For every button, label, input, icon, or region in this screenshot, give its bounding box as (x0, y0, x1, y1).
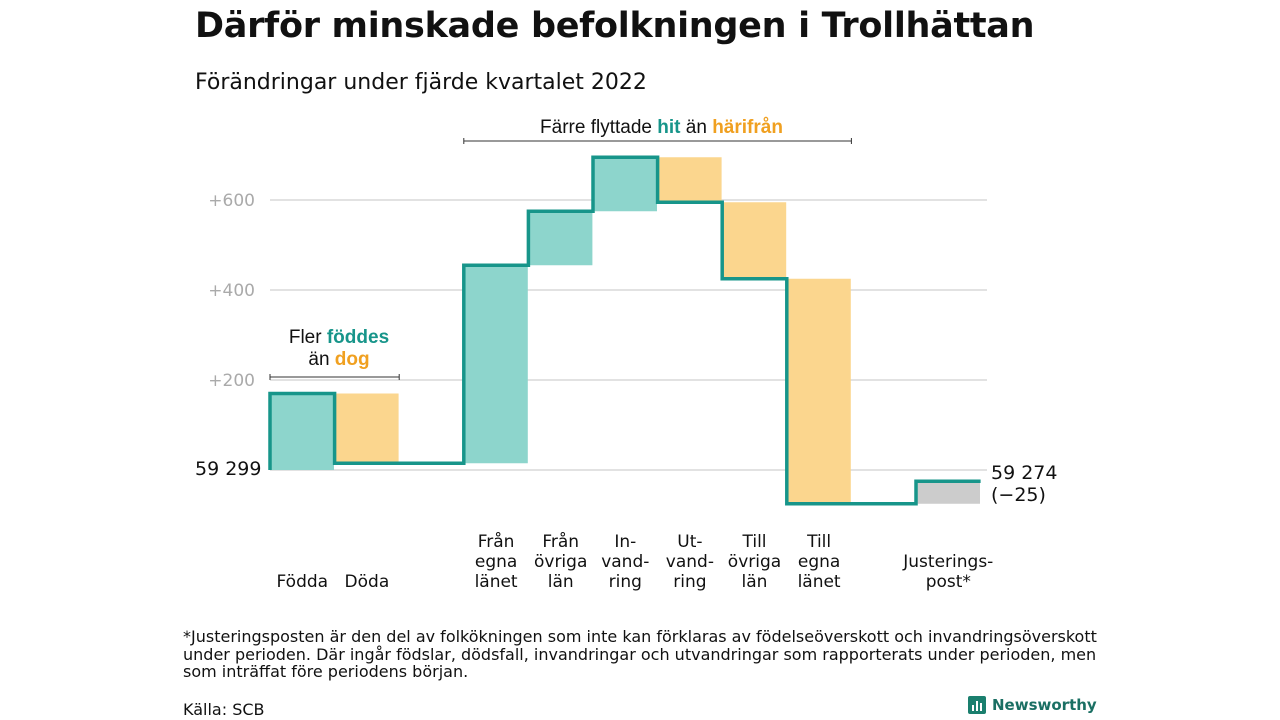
category-label-line: Från (542, 532, 580, 552)
annotation-moves-prefix: Färre flyttade (540, 117, 658, 138)
category-label-line: ring (673, 572, 707, 592)
category-label-line: In- (614, 532, 637, 552)
category-label-line: övriga (727, 552, 782, 572)
category-label: Födda (254, 572, 350, 592)
category-label: Till övriga län (707, 532, 803, 592)
bar-decrease (658, 157, 722, 203)
cumulative-step-line (268, 155, 981, 506)
category-label-line: Döda (344, 572, 390, 592)
category-label-line: länet (474, 572, 518, 592)
chart-subtitle: Förändringar under fjärde kvartalet 2022 (195, 70, 647, 95)
category-label: Från egna länet (448, 532, 544, 592)
bar-decrease (787, 278, 851, 504)
end-change: (−25) (991, 484, 1046, 506)
y-tick-label: +200 (208, 371, 255, 391)
category-label: Till egna länet (771, 532, 867, 592)
category-label: Ut-vand-ring (642, 532, 738, 592)
annotation-births-middle: än (308, 349, 335, 370)
annotation-moves-middle: än (680, 117, 713, 138)
end-value-label: 59 274 (−25) (991, 462, 1057, 506)
category-label-line: Till (742, 532, 767, 552)
bar-adjustment (917, 481, 980, 504)
bar-decrease (335, 393, 399, 464)
category-label-line: vand- (601, 552, 650, 572)
annotation-births-highlight2: dog (334, 349, 370, 370)
annotation-births: Fler föddes än dog (276, 327, 402, 371)
category-label: Från övriga län (513, 532, 609, 592)
bar-increase (464, 265, 528, 464)
brand-name: Newsworthy (992, 696, 1097, 714)
category-label-line: ring (608, 572, 642, 592)
y-tick-label: +400 (208, 281, 255, 301)
category-label: Justerings-post* (900, 552, 996, 592)
y-tick-label: +600 (208, 191, 255, 211)
end-value: 59 274 (991, 462, 1058, 484)
category-label-line: Födda (276, 572, 329, 592)
category-label-line: Ut- (677, 532, 703, 552)
source: Källa: SCB (183, 700, 265, 719)
category-label-line: län (741, 572, 768, 592)
bar-decrease (723, 202, 787, 279)
category-label-line: post* (925, 572, 971, 592)
annotation-moves-highlight2: härifrån (712, 117, 783, 138)
category-label-line: Från (477, 532, 515, 552)
annotation-moves-highlight: hit (657, 117, 681, 138)
bar-increase (529, 211, 593, 266)
annotation-births-highlight: föddes (326, 327, 390, 348)
newsworthy-logo-icon (968, 696, 986, 714)
chart-title: Därför minskade befolkningen i Trollhätt… (195, 6, 1035, 46)
bar-increase (271, 393, 334, 470)
category-label-line: egna (797, 552, 841, 572)
footnote: *Justeringsposten är den del av folkökni… (183, 627, 1097, 681)
category-label-line: vand- (665, 552, 714, 572)
category-label: Döda (319, 572, 415, 592)
category-label-line: övriga (533, 552, 588, 572)
category-label-line: länet (797, 572, 841, 592)
category-label: In-vand-ring (577, 532, 673, 592)
category-label-line: Justerings- (903, 552, 994, 572)
brand: Newsworthy (968, 696, 1097, 714)
category-label-line: län (547, 572, 574, 592)
start-value-label: 59 299 (195, 458, 262, 480)
category-label-line: Till (807, 532, 832, 552)
category-label-line: egna (474, 552, 518, 572)
annotation-moves: Färre flyttade hit än härifrån (463, 117, 860, 139)
bar-increase (594, 157, 657, 212)
annotation-births-prefix: Fler (288, 327, 327, 348)
